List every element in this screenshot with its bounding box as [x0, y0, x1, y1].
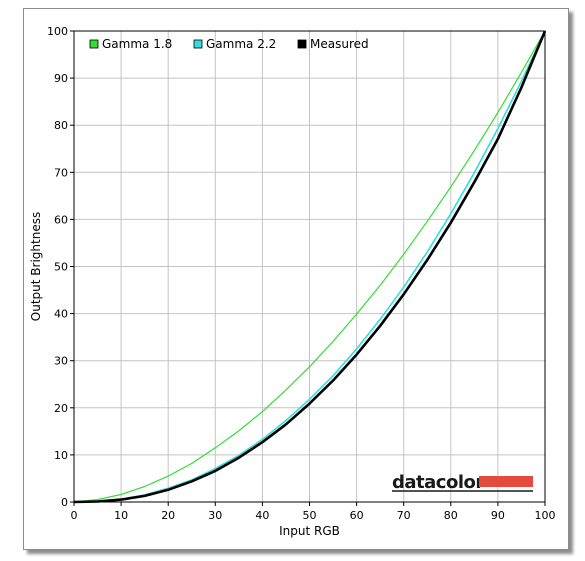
- x-tick-label: 80: [444, 509, 458, 522]
- legend-label: Gamma 2.2: [206, 37, 276, 51]
- legend-swatch: [193, 39, 203, 49]
- x-tick-label: 70: [397, 509, 411, 522]
- datacolor-logo: datacolor: [392, 472, 533, 493]
- x-tick-label: 20: [161, 509, 175, 522]
- legend-label: Gamma 1.8: [102, 37, 172, 51]
- y-tick-label: 0: [61, 496, 68, 509]
- y-tick-label: 10: [54, 449, 68, 462]
- x-tick-label: 40: [255, 509, 269, 522]
- x-tick-label: 60: [350, 509, 364, 522]
- y-axis-title: Output Brightness: [29, 212, 43, 321]
- series-line-measured: [73, 30, 547, 504]
- gamma-chart: 0 10 20 30 40 50 60 70 80 90 100 0 10 20 30 40 50 60 70 80…: [29, 25, 556, 538]
- chart-frame: 0 10 20 30 40 50 60 70 80 90 100 0 10 20 30 40 50 60 70 80…: [23, 8, 569, 550]
- grid: [74, 31, 545, 502]
- x-tick-label: 10: [114, 509, 128, 522]
- y-tick-label: 80: [54, 119, 68, 132]
- series-line-gamma-1-8: [73, 30, 546, 503]
- x-tick-label: 0: [71, 509, 78, 522]
- x-axis-title: Input RGB: [279, 524, 340, 538]
- x-tick-label: 100: [535, 509, 556, 522]
- y-tick-label: 40: [54, 308, 68, 321]
- y-tick-label: 70: [54, 166, 68, 179]
- legend-label: Measured: [310, 37, 369, 51]
- legend: Gamma 1.8 Gamma 2.2 Measured: [89, 37, 369, 51]
- legend-swatch: [89, 39, 99, 49]
- x-tick-label: 30: [208, 509, 222, 522]
- y-tick-label: 50: [54, 261, 68, 274]
- brand-bar: [479, 476, 533, 487]
- legend-swatch: [297, 39, 307, 49]
- y-axis: 0 10 20 30 40 50 60 70 80 90 100: [47, 25, 74, 509]
- y-tick-label: 20: [54, 402, 68, 415]
- x-axis: 0 10 20 30 40 50 60 70 80 90 100: [71, 502, 556, 522]
- y-tick-label: 30: [54, 355, 68, 368]
- y-tick-label: 60: [54, 213, 68, 226]
- y-tick-label: 90: [54, 72, 68, 85]
- brand-text: datacolor: [392, 472, 484, 493]
- series-lines: [73, 30, 547, 504]
- x-tick-label: 50: [303, 509, 317, 522]
- x-tick-label: 90: [491, 509, 505, 522]
- y-tick-label: 100: [47, 25, 68, 38]
